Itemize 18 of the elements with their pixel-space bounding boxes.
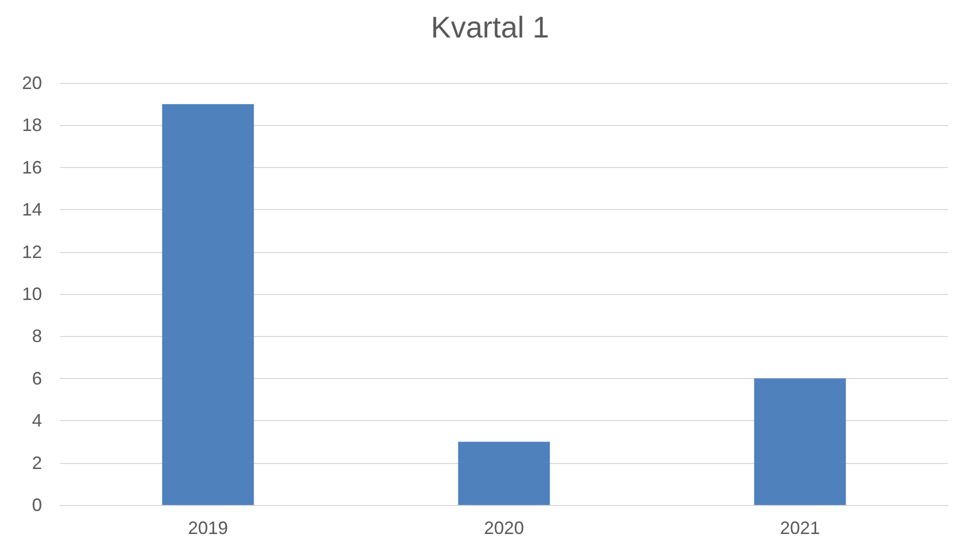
bar: [458, 442, 550, 505]
x-tick-label: 2020: [484, 518, 524, 538]
x-tick-label: 2019: [188, 518, 228, 538]
y-tick-label: 18: [22, 115, 42, 136]
y-tick-label: 6: [32, 368, 42, 388]
bar: [162, 104, 254, 505]
chart-title: Kvartal 1: [430, 12, 550, 44]
y-tick-label: 20: [22, 73, 42, 93]
y-tick-label: 12: [22, 242, 42, 262]
y-tick-label: 2: [32, 452, 42, 473]
y-tick-label: 0: [32, 495, 42, 515]
y-tick-label: 16: [22, 157, 42, 178]
x-tick-label: 2021: [780, 518, 820, 538]
bar: [754, 378, 846, 505]
y-tick-label: 4: [32, 410, 42, 431]
y-tick-label: 8: [32, 326, 42, 346]
y-tick-label: 14: [22, 200, 42, 220]
y-tick-label: 10: [22, 284, 42, 304]
